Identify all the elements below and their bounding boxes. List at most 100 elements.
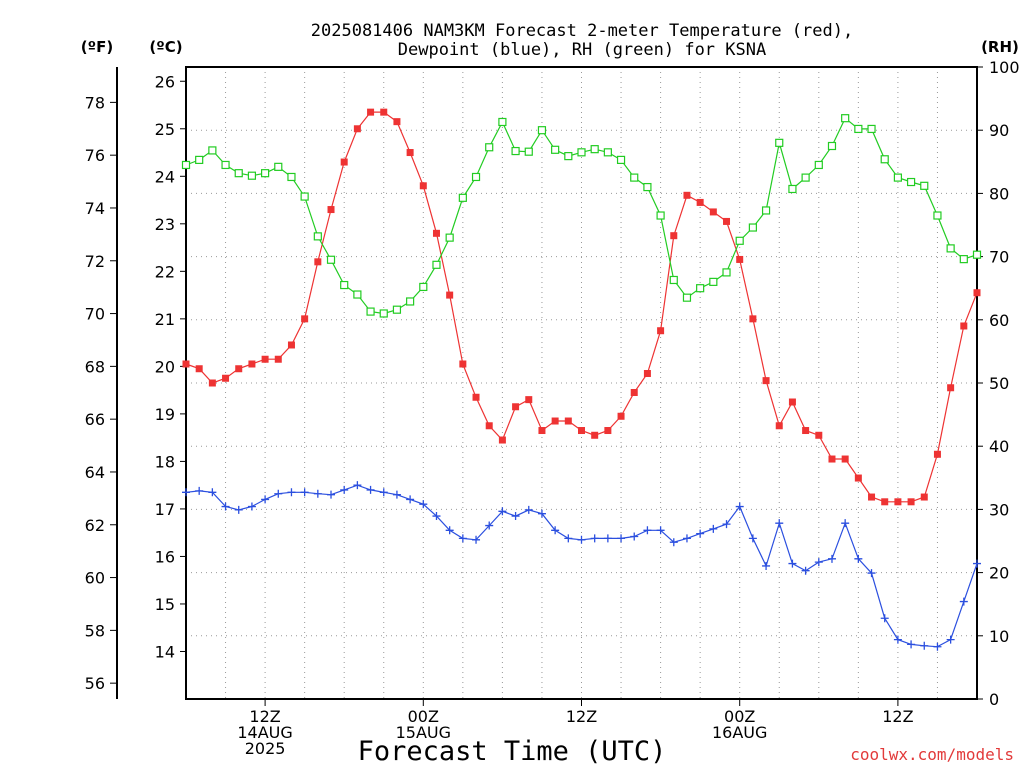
celsius-tick-label: 21 (155, 310, 175, 329)
rh-point (326, 255, 336, 264)
temperature-point (920, 493, 928, 501)
dewpoint-point (247, 502, 256, 511)
rh-point (709, 277, 718, 286)
fahrenheit-tick-label: 76 (85, 146, 105, 165)
dewpoint-point (287, 488, 296, 497)
celsius-tick-label: 14 (155, 642, 175, 661)
temperature-point (617, 412, 625, 420)
rh-tick-label: 10 (989, 627, 1009, 646)
rh-point (392, 305, 402, 314)
temperature-point (380, 108, 388, 116)
rh-point (696, 284, 705, 293)
dewpoint-point (274, 489, 283, 498)
temperature-point (393, 118, 401, 126)
dewpoint-point (880, 614, 889, 623)
rh-point (247, 171, 257, 180)
chart-title-line1: 2025081406 NAM3KM Forecast 2-meter Tempe… (311, 21, 853, 41)
dewpoint-point (788, 559, 797, 568)
rh-point (867, 124, 876, 134)
rh-point (827, 141, 837, 151)
rh-point (300, 192, 309, 201)
rh-point (656, 211, 665, 220)
temperature-point (287, 341, 295, 349)
rh-point (735, 236, 744, 245)
celsius-tick-label: 18 (155, 452, 175, 471)
temperature-point (485, 422, 493, 430)
dewpoint-point (656, 526, 665, 535)
temperature-point (775, 422, 783, 430)
temperature-point (195, 365, 203, 373)
dewpoint-point (827, 554, 836, 563)
temperature-point (947, 384, 955, 392)
rh-point (933, 211, 942, 220)
temperature-point (406, 149, 414, 157)
temperature-point (314, 258, 322, 266)
temperature-point (828, 455, 836, 463)
fahrenheit-tick-label: 66 (85, 410, 105, 429)
rh-point (261, 169, 270, 178)
rh-point (801, 173, 810, 182)
rh-point (630, 173, 639, 182)
temperature-point (933, 450, 941, 458)
dewpoint-point (551, 526, 560, 535)
dewpoint-point (234, 505, 243, 514)
dewpoint-point (366, 485, 375, 494)
x-axis-title: Forecast Time (UTC) (358, 736, 667, 767)
temperature-point (973, 289, 981, 297)
temperature-point (841, 455, 849, 463)
rh-point (722, 268, 731, 277)
dewpoint-point (762, 561, 771, 570)
temperature-point (723, 217, 731, 225)
temperature-point (301, 315, 309, 323)
dewpoint-point (933, 642, 942, 651)
rh-point (893, 173, 903, 182)
dewpoint-point (353, 481, 362, 490)
fahrenheit-tick-label: 78 (85, 93, 105, 112)
rh-point (485, 143, 494, 152)
temperature-point (472, 393, 480, 401)
dewpoint-point (485, 521, 494, 530)
celsius-tick-label: 25 (155, 120, 175, 139)
plot-axes: 14 15 16 17 18 19 20 21 22 23 24 25 26 56 58 60 62 64 66 68… (85, 58, 1020, 758)
fahrenheit-tick-label: 56 (85, 674, 105, 693)
dewpoint-point (445, 526, 454, 535)
rh-point (432, 260, 441, 269)
temperature-point (248, 360, 256, 368)
rh-point (274, 162, 283, 171)
rh-point (406, 297, 415, 306)
rh-point (379, 309, 388, 318)
dewpoint-point (498, 507, 507, 516)
rh-point (603, 148, 612, 157)
temperature-point (670, 232, 678, 240)
dewpoint-point (300, 488, 309, 497)
x-tick-label: 00Z (724, 707, 755, 726)
dewpoint-point (524, 505, 533, 514)
dewpoint-point (537, 509, 546, 518)
temperature-line (185, 111, 978, 503)
temperature-point (498, 436, 506, 444)
temperature-series (182, 108, 981, 506)
dewpoint-point (564, 534, 573, 543)
dewpoint-point (735, 502, 744, 511)
rh-point (643, 182, 652, 192)
fahrenheit-tick-label: 62 (85, 516, 105, 535)
dewpoint-point (775, 519, 784, 528)
temperature-point (802, 427, 810, 435)
rh-point (353, 290, 362, 299)
temperature-point (749, 315, 757, 323)
rh-point (880, 155, 889, 164)
rh-tick-label: 0 (989, 690, 999, 709)
dewpoint-point (182, 488, 190, 497)
x-tick-label: 12Z (566, 707, 597, 726)
celsius-axis-label: (ºC) (149, 38, 182, 56)
x-tick-label: 12Z (882, 707, 913, 726)
celsius-tick-label: 26 (155, 72, 175, 91)
rh-point (498, 117, 507, 127)
rh-point (959, 255, 968, 264)
rh-point (471, 172, 481, 182)
dewpoint-point (748, 534, 757, 543)
temperature-point (643, 369, 651, 377)
temperature-point (736, 255, 744, 263)
rh-point (458, 193, 467, 202)
dewpoint-point (195, 486, 204, 495)
